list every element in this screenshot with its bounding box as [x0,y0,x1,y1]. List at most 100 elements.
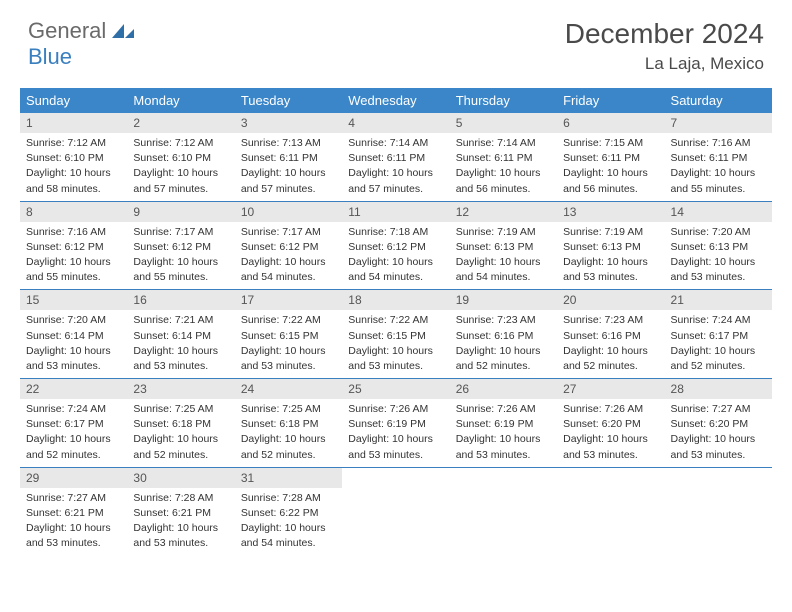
day-number: 28 [665,379,772,399]
weekday-header: Saturday [665,88,772,113]
calendar-cell: 28Sunrise: 7:27 AMSunset: 6:20 PMDayligh… [665,379,772,468]
day-line: Sunrise: 7:17 AM [241,225,336,239]
day-line: and 57 minutes. [133,182,228,196]
calendar-cell: 7Sunrise: 7:16 AMSunset: 6:11 PMDaylight… [665,113,772,201]
day-detail: Sunrise: 7:26 AMSunset: 6:19 PMDaylight:… [450,399,557,467]
day-line: Daylight: 10 hours [133,521,228,535]
day-line: Daylight: 10 hours [133,255,228,269]
day-line: Daylight: 10 hours [26,166,121,180]
calendar-cell: 2Sunrise: 7:12 AMSunset: 6:10 PMDaylight… [127,113,234,201]
day-line: and 53 minutes. [563,448,658,462]
calendar-cell: 17Sunrise: 7:22 AMSunset: 6:15 PMDayligh… [235,290,342,379]
day-line: and 53 minutes. [133,536,228,550]
day-line: Sunrise: 7:12 AM [133,136,228,150]
day-detail: Sunrise: 7:25 AMSunset: 6:18 PMDaylight:… [127,399,234,467]
day-line: Sunrise: 7:26 AM [456,402,551,416]
day-line: Sunset: 6:19 PM [456,417,551,431]
calendar-cell: 31Sunrise: 7:28 AMSunset: 6:22 PMDayligh… [235,467,342,555]
day-line: Daylight: 10 hours [241,432,336,446]
day-number: 13 [557,202,664,222]
calendar-cell: 10Sunrise: 7:17 AMSunset: 6:12 PMDayligh… [235,201,342,290]
day-line: Daylight: 10 hours [241,521,336,535]
day-detail: Sunrise: 7:17 AMSunset: 6:12 PMDaylight:… [127,222,234,290]
day-line: Sunrise: 7:16 AM [26,225,121,239]
day-detail: Sunrise: 7:24 AMSunset: 6:17 PMDaylight:… [20,399,127,467]
calendar-cell [450,467,557,555]
day-line: Sunrise: 7:14 AM [456,136,551,150]
calendar-cell: 16 Sunrise: 7:21 AM Sunset: 6:14 PMDayligh… [127,290,234,379]
day-line: and 57 minutes. [348,182,443,196]
day-detail: Sunrise: 7:16 AMSunset: 6:11 PMDaylight:… [665,133,772,201]
day-line: Daylight: 10 hours [241,344,336,358]
day-line: Sunrise: 7:18 AM [348,225,443,239]
day-line: Sunrise: 7:17 AM [133,225,228,239]
day-line: Sunset: 6:13 PM [671,240,766,254]
day-line: and 52 minutes. [456,359,551,373]
day-detail: Sunrise: 7:14 AMSunset: 6:11 PMDaylight:… [342,133,449,201]
day-line: and 54 minutes. [241,536,336,550]
day-number: 12 [450,202,557,222]
calendar-row: 29Sunrise: 7:27 AMSunset: 6:21 PMDayligh… [20,467,772,555]
day-line: Sunset: 6:14 PM [133,329,228,343]
day-detail: Sunrise: 7:25 AMSunset: 6:18 PMDaylight:… [235,399,342,467]
day-line: and 58 minutes. [26,182,121,196]
day-number: 16 [127,290,234,310]
day-line: and 53 minutes. [26,359,121,373]
day-detail: Sunrise: 7:16 AMSunset: 6:12 PMDaylight:… [20,222,127,290]
day-line: Sunrise: 7:24 AM [26,402,121,416]
calendar-cell: 9Sunrise: 7:17 AMSunset: 6:12 PMDaylight… [127,201,234,290]
day-line: Sunrise: 7:25 AM [133,402,228,416]
day-line: Daylight: 10 hours [563,166,658,180]
day-number: 10 [235,202,342,222]
calendar-cell: 20Sunrise: 7:23 AMSunset: 6:16 PMDayligh… [557,290,664,379]
day-line: Sunrise: 7:13 AM [241,136,336,150]
day-line: and 52 minutes. [26,448,121,462]
day-line: Daylight: 10 hours [26,521,121,535]
day-line: Sunset: 6:18 PM [241,417,336,431]
day-line: Daylight: 10 hours [348,432,443,446]
day-line: Daylight: 10 hours [456,166,551,180]
calendar-row: 15Sunrise: 7:20 AMSunset: 6:14 PMDayligh… [20,290,772,379]
calendar-cell: 18Sunrise: 7:22 AMSunset: 6:15 PMDayligh… [342,290,449,379]
day-number: 8 [20,202,127,222]
day-line: Sunrise: 7:21 AM [133,313,228,327]
day-line: Sunset: 6:11 PM [348,151,443,165]
calendar-cell: 27Sunrise: 7:26 AMSunset: 6:20 PMDayligh… [557,379,664,468]
day-line: Sunset: 6:13 PM [456,240,551,254]
day-line: Sunset: 6:11 PM [456,151,551,165]
day-line: Sunrise: 7:28 AM [241,491,336,505]
day-line: Daylight: 10 hours [133,432,228,446]
day-line: Sunrise: 7:22 AM [241,313,336,327]
day-line: Sunset: 6:21 PM [133,506,228,520]
day-detail: Sunrise: 7:12 AMSunset: 6:10 PMDaylight:… [20,133,127,201]
day-number: 2 [127,113,234,133]
day-detail: Sunrise: 7:17 AMSunset: 6:12 PMDaylight:… [235,222,342,290]
calendar-cell: 26Sunrise: 7:26 AMSunset: 6:19 PMDayligh… [450,379,557,468]
calendar-cell: 4Sunrise: 7:14 AMSunset: 6:11 PMDaylight… [342,113,449,201]
day-number: 1 [20,113,127,133]
day-detail: Sunrise: 7:18 AMSunset: 6:12 PMDaylight:… [342,222,449,290]
calendar-cell [557,467,664,555]
day-line: Daylight: 10 hours [26,432,121,446]
calendar-cell: 8Sunrise: 7:16 AMSunset: 6:12 PMDaylight… [20,201,127,290]
day-line: Sunrise: 7:20 AM [26,313,121,327]
day-line: Daylight: 10 hours [671,255,766,269]
day-detail: Sunrise: 7:21 AM Sunset: 6:14 PMDaylight:… [127,310,234,378]
day-number: 23 [127,379,234,399]
day-line: Sunset: 6:17 PM [671,329,766,343]
day-line: Sunset: 6:13 PM [563,240,658,254]
calendar-cell: 19Sunrise: 7:23 AMSunset: 6:16 PMDayligh… [450,290,557,379]
weekday-header: Thursday [450,88,557,113]
day-line: and 57 minutes. [241,182,336,196]
day-number: 14 [665,202,772,222]
calendar-cell: 11Sunrise: 7:18 AMSunset: 6:12 PMDayligh… [342,201,449,290]
calendar-cell: 15Sunrise: 7:20 AMSunset: 6:14 PMDayligh… [20,290,127,379]
day-detail: Sunrise: 7:23 AMSunset: 6:16 PMDaylight:… [450,310,557,378]
day-line: Sunset: 6:10 PM [26,151,121,165]
day-line: Daylight: 10 hours [133,344,228,358]
day-line: Sunset: 6:12 PM [133,240,228,254]
day-number: 19 [450,290,557,310]
calendar-cell: 12Sunrise: 7:19 AMSunset: 6:13 PMDayligh… [450,201,557,290]
day-line: and 52 minutes. [563,359,658,373]
day-number: 27 [557,379,664,399]
